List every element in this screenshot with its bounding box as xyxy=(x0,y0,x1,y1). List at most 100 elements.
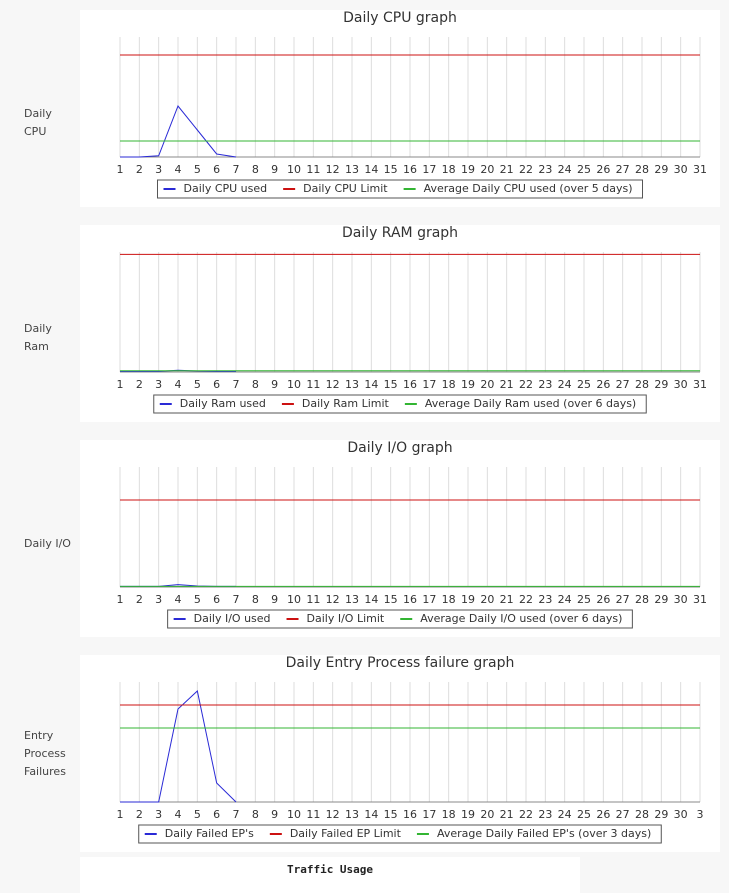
x-tick-label: 29 xyxy=(654,378,668,391)
x-tick-label: 18 xyxy=(442,593,456,606)
x-tick-label: 3 xyxy=(155,808,162,821)
x-tick-label: 4 xyxy=(175,163,182,176)
x-tick-label: 13 xyxy=(345,808,359,821)
x-tick-label: 9 xyxy=(271,593,278,606)
x-tick-label: 23 xyxy=(538,593,552,606)
legend-label: Daily Ram Limit xyxy=(302,397,390,410)
x-tick-label: 7 xyxy=(233,808,240,821)
x-tick-label: 14 xyxy=(364,378,378,391)
x-tick-label: 26 xyxy=(596,163,610,176)
x-tick-label: 30 xyxy=(674,593,688,606)
x-tick-label: 3 xyxy=(697,808,704,821)
x-tick-label: 1 xyxy=(117,593,124,606)
x-tick-label: 12 xyxy=(326,378,340,391)
x-tick-label: 24 xyxy=(558,593,572,606)
row-label: Entry Process Failures xyxy=(24,729,66,778)
legend-box xyxy=(156,179,644,199)
x-tick-label: 4 xyxy=(175,593,182,606)
x-tick-label: 17 xyxy=(422,808,436,821)
x-tick-label: 17 xyxy=(422,378,436,391)
x-tick-label: 18 xyxy=(442,163,456,176)
x-tick-label: 24 xyxy=(558,808,572,821)
x-tick-label: 15 xyxy=(384,163,398,176)
x-tick-label: 8 xyxy=(252,593,259,606)
x-tick-label: 21 xyxy=(500,163,514,176)
x-tick-label: 3 xyxy=(155,378,162,391)
x-tick-label: 28 xyxy=(635,163,649,176)
legend: Daily Failed EP's Daily Failed EP Limit Av… xyxy=(138,824,662,844)
traffic-panel: Traffic Usage xyxy=(80,857,580,893)
panel xyxy=(80,655,720,852)
x-tick-label: 31 xyxy=(693,378,707,391)
x-tick-label: 27 xyxy=(616,593,630,606)
x-tick-label: 28 xyxy=(635,808,649,821)
x-tick-label: 7 xyxy=(233,378,240,391)
series-line xyxy=(120,369,236,372)
x-tick-label: 23 xyxy=(538,808,552,821)
x-tick-label: 16 xyxy=(403,808,417,821)
legend: Daily I/O used Daily I/O Limit Average Dai… xyxy=(167,609,633,629)
x-tick-label: 29 xyxy=(654,163,668,176)
x-tick-label: 19 xyxy=(461,163,475,176)
x-tick-label: 25 xyxy=(577,808,591,821)
legend-box xyxy=(153,394,647,414)
x-tick-label: 10 xyxy=(287,593,301,606)
legend-label: Daily Failed EP's xyxy=(165,827,254,840)
legend-label: Daily I/O used xyxy=(194,612,271,625)
legend: Daily CPU used Daily CPU Limit Average Dai… xyxy=(156,179,644,199)
x-tick-label: 18 xyxy=(442,378,456,391)
x-tick-label: 19 xyxy=(461,808,475,821)
x-tick-label: 2 xyxy=(136,593,143,606)
x-tick-label: 19 xyxy=(461,378,475,391)
x-tick-label: 9 xyxy=(271,808,278,821)
x-tick-label: 30 xyxy=(674,808,688,821)
x-tick-label: 11 xyxy=(306,378,320,391)
x-tick-label: 15 xyxy=(384,808,398,821)
x-tick-label: 1 xyxy=(117,163,124,176)
panel xyxy=(80,225,720,422)
legend-label: Daily I/O Limit xyxy=(307,612,385,625)
x-tick-label: 28 xyxy=(635,378,649,391)
x-tick-label: 18 xyxy=(442,808,456,821)
x-tick-label: 17 xyxy=(422,163,436,176)
x-tick-label: 27 xyxy=(616,163,630,176)
x-tick-label: 5 xyxy=(194,163,201,176)
x-tick-label: 10 xyxy=(287,378,301,391)
x-tick-label: 15 xyxy=(384,593,398,606)
row-label: Daily CPU xyxy=(24,107,52,138)
legend-label: Daily CPU used xyxy=(183,182,267,195)
series-line xyxy=(120,690,237,803)
x-tick-label: 26 xyxy=(596,808,610,821)
x-tick-label: 26 xyxy=(596,593,610,606)
chart-title: Daily CPU graph xyxy=(343,10,457,26)
legend-box xyxy=(138,824,662,844)
x-tick-label: 11 xyxy=(306,593,320,606)
x-tick-label: 5 xyxy=(194,593,201,606)
x-tick-label: 7 xyxy=(233,163,240,176)
x-tick-label: 20 xyxy=(480,808,494,821)
x-tick-label: 30 xyxy=(674,378,688,391)
x-tick-label: 16 xyxy=(403,593,417,606)
x-tick-label: 20 xyxy=(480,163,494,176)
legend: Daily Ram used Daily Ram Limit Average Dai… xyxy=(153,394,647,414)
x-tick-label: 30 xyxy=(674,163,688,176)
x-tick-label: 6 xyxy=(213,378,220,391)
legend-label: Average Daily Ram used (over 6 days) xyxy=(425,397,636,410)
x-tick-label: 9 xyxy=(271,163,278,176)
row-label: Daily I/O xyxy=(24,537,71,550)
x-tick-label: 16 xyxy=(403,378,417,391)
x-tick-label: 6 xyxy=(213,593,220,606)
chart-title: Daily I/O graph xyxy=(347,440,452,456)
x-tick-label: 26 xyxy=(596,378,610,391)
chart-title: Daily Entry Process failure graph xyxy=(286,655,515,671)
x-tick-label: 2 xyxy=(136,378,143,391)
x-tick-label: 27 xyxy=(616,808,630,821)
legend-label: Daily Ram used xyxy=(180,397,266,410)
chart-title: Daily RAM graph xyxy=(342,225,458,241)
x-tick-label: 5 xyxy=(194,808,201,821)
x-tick-label: 29 xyxy=(654,593,668,606)
x-tick-label: 7 xyxy=(233,593,240,606)
x-tick-label: 9 xyxy=(271,378,278,391)
